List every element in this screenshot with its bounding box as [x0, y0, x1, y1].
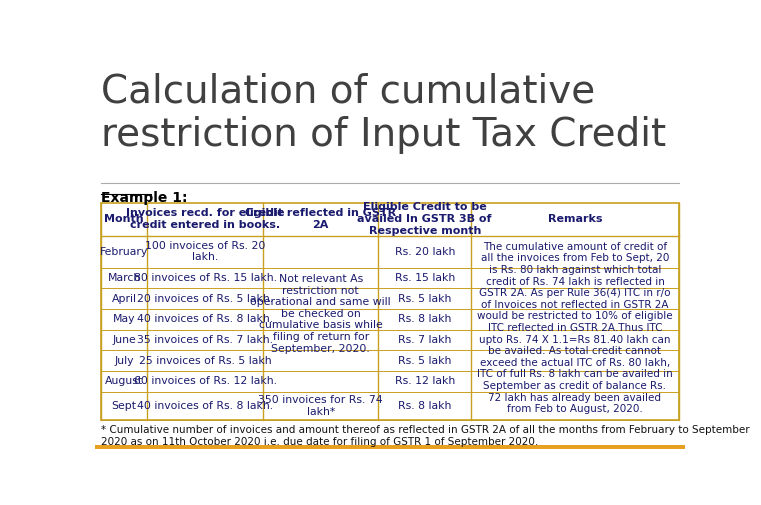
Text: 60 invoices of Rs. 12 lakh.: 60 invoices of Rs. 12 lakh. — [134, 377, 276, 386]
Text: Rs. 8 lakh: Rs. 8 lakh — [398, 401, 451, 411]
Text: 40 invoices of Rs. 8 lakh.: 40 invoices of Rs. 8 lakh. — [137, 401, 273, 411]
Text: Rs. 15 lakh: Rs. 15 lakh — [394, 273, 455, 283]
Text: Remarks: Remarks — [548, 214, 602, 224]
Text: 40 invoices of Rs. 8 lakh.: 40 invoices of Rs. 8 lakh. — [137, 315, 273, 324]
Text: 25 invoices of Rs. 5 lakh: 25 invoices of Rs. 5 lakh — [139, 356, 272, 366]
Text: Eligible Credit to be
availed In GSTR 3B of
Respective month: Eligible Credit to be availed In GSTR 3B… — [358, 203, 492, 236]
Text: Rs. 7 lakh: Rs. 7 lakh — [398, 335, 451, 345]
Text: Rs. 12 lakh: Rs. 12 lakh — [394, 377, 455, 386]
Text: * Cumulative number of invoices and amount thereof as reflected in GSTR 2A of al: * Cumulative number of invoices and amou… — [101, 425, 750, 447]
Text: 350 invoices for Rs. 74
lakh*: 350 invoices for Rs. 74 lakh* — [258, 395, 383, 417]
Text: May: May — [113, 315, 135, 324]
Text: February: February — [100, 246, 148, 257]
Text: August: August — [105, 377, 143, 386]
Text: 20 invoices of Rs. 5 lakh.: 20 invoices of Rs. 5 lakh. — [137, 294, 273, 304]
Text: Calculation of cumulative
restriction of Input Tax Credit: Calculation of cumulative restriction of… — [101, 72, 666, 154]
Text: Rs. 8 lakh: Rs. 8 lakh — [398, 315, 451, 324]
Text: The cumulative amount of credit of
all the invoices from Feb to Sept, 20
is Rs. : The cumulative amount of credit of all t… — [477, 242, 673, 414]
Text: 80 invoices of Rs. 15 lakh.: 80 invoices of Rs. 15 lakh. — [134, 273, 276, 283]
Bar — [101, 203, 679, 420]
Text: Rs. 5 lakh: Rs. 5 lakh — [398, 294, 451, 304]
Bar — [95, 445, 685, 449]
Text: July: July — [114, 356, 134, 366]
Text: Not relevant As
restriction not
operational and same will
be checked on
cumulati: Not relevant As restriction not operatio… — [250, 274, 391, 354]
Text: Credit reflected in GSTR
2A: Credit reflected in GSTR 2A — [245, 208, 396, 230]
Text: 100 invoices of Rs. 20
lakh.: 100 invoices of Rs. 20 lakh. — [145, 241, 266, 263]
Text: April: April — [112, 294, 137, 304]
Text: June: June — [113, 335, 136, 345]
Text: Rs. 20 lakh: Rs. 20 lakh — [394, 246, 455, 257]
Text: March: March — [107, 273, 141, 283]
Text: Sept: Sept — [112, 401, 137, 411]
Text: 35 invoices of Rs. 7 lakh.: 35 invoices of Rs. 7 lakh. — [137, 335, 273, 345]
Text: Rs. 5 lakh: Rs. 5 lakh — [398, 356, 451, 366]
Text: Invoices recd. for eligible
credit entered in books.: Invoices recd. for eligible credit enter… — [126, 208, 285, 230]
Text: Month: Month — [104, 214, 144, 224]
Text: Example 1:: Example 1: — [101, 191, 187, 205]
